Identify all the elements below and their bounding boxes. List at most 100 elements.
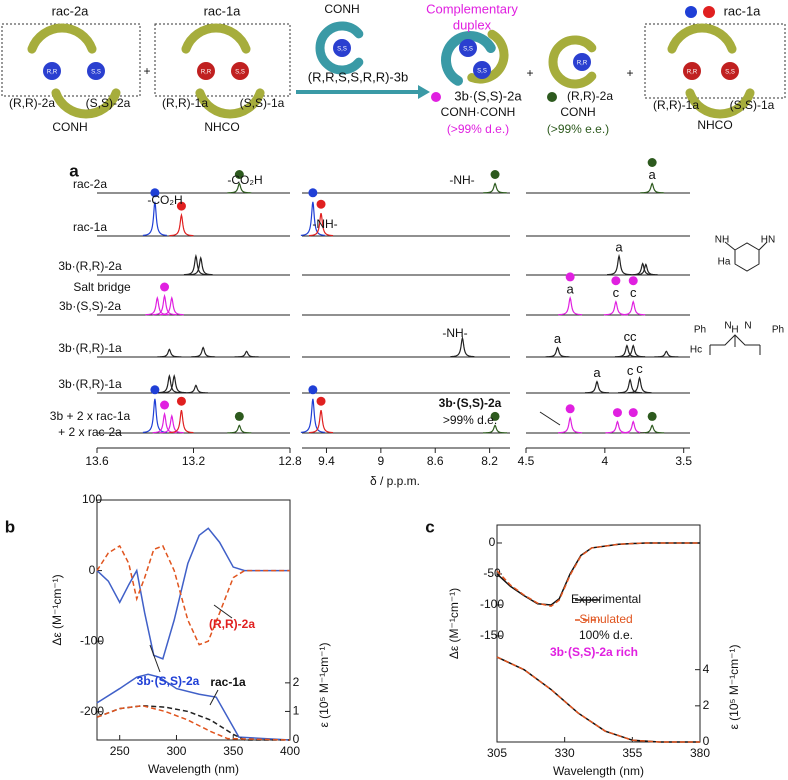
plot-frame [496,524,701,743]
label: (S,S)-1a [730,98,775,112]
peak [183,384,208,394]
annotation: -NH- [442,326,467,340]
structure-label: N [724,321,731,332]
peak [157,373,182,394]
scheme-frames [1,23,786,99]
peak-label: c [624,329,631,344]
y2-tick-label: 1 [293,704,300,718]
peak-marker [490,170,500,179]
arrow-head [418,85,430,99]
x-tick-label: 380 [690,746,710,760]
dotted-box [1,23,141,97]
ball [573,53,591,71]
peak-label: c [627,363,634,378]
ring [195,88,265,119]
x-tick-label: 330 [555,746,575,760]
y-tick-label: -100 [80,633,104,647]
ball-label: R,R [687,70,698,76]
spectrum [96,673,291,741]
structure [724,241,768,272]
spectrum [496,656,700,743]
structure-label: Ph [772,325,784,336]
x-axis-label: Wavelength (nm) [148,762,239,776]
peak-marker [160,400,170,410]
ball [197,62,215,80]
structure-label: Ph [694,325,706,336]
label: (R,R)-1a [162,96,208,110]
dotted-box [154,23,291,97]
peak-marker [316,396,326,406]
label: rac-1a [724,3,762,18]
peak [627,376,652,394]
marker-dot [685,6,697,18]
ring [441,31,496,86]
peak [188,255,213,276]
ball-label: S,S [235,70,245,76]
peak [558,416,583,434]
label: 3b·(S,S)-2a [454,88,522,103]
peak-marker [611,276,621,286]
ball-label: S,S [463,47,473,53]
peak [558,295,583,316]
annotation: 3b·(S,S)-2a [439,396,502,410]
peak [169,410,194,434]
trace-label: rac-2a [73,177,107,191]
peak [545,346,570,358]
label: (R,R)-1a [653,98,699,112]
ball [459,39,477,57]
label: (S,S)-1a [240,96,285,110]
label: Complementary [426,1,518,16]
ring [548,35,597,89]
x-axis-label: Wavelength (nm) [553,764,644,778]
x-tick-label: 12.8 [278,454,302,468]
y-tick-label: 100 [82,492,102,506]
trace-label: 3b·(S,S)-2a [59,299,121,313]
peak [308,213,334,237]
annotation: -NH- [312,217,337,231]
label: rac-2a [52,3,90,18]
ball [721,62,739,80]
label: (>99% d.e.) [447,122,509,136]
trace-label: rac-1a [73,220,107,234]
label: (S,S)-2a [86,96,131,110]
y2-axis-label: ε (10⁵ M⁻¹cm⁻¹) [727,645,741,730]
peak-label: a [615,239,623,254]
leader [539,411,561,426]
y2-axis-label: ε (10⁵ M⁻¹cm⁻¹) [317,643,331,728]
label: NHCO [697,118,732,132]
y2-tick-label: 2 [293,675,300,689]
spectrum [496,656,700,743]
peak [169,212,194,237]
peak-marker [150,385,160,395]
peak-marker [490,411,500,421]
label: rac-1a [204,3,242,18]
peak [621,344,646,358]
peak [584,380,609,394]
ball [333,39,351,57]
ring [51,88,121,119]
peak-marker [647,411,657,421]
x-tick-label: 9 [378,454,385,468]
ball [87,62,105,80]
ring [181,23,251,54]
y-axis-label: Δε (M⁻¹cm⁻¹) [50,574,64,645]
x-tick-label: 8.6 [427,454,444,468]
ball [473,61,491,79]
annotation: >99% d.e. [443,413,497,427]
peak [142,201,167,236]
leader [149,644,161,673]
ball-label: R,R [47,70,58,76]
structure-label: Hc [690,345,702,356]
peak-marker [234,170,244,179]
ring [667,23,737,54]
y-tick-label: -200 [80,704,104,718]
x-tick-label: 355 [622,746,642,760]
structure [709,334,761,355]
annotation: -NH- [449,173,474,187]
trace-label: 3b·(R,R)-2a [58,259,122,273]
y2-tick-label: 0 [703,734,710,748]
annotation: (R,R)-2a [209,617,255,631]
trace-label: + 2 x rac-2a [58,425,122,439]
label: CONH [324,2,359,16]
